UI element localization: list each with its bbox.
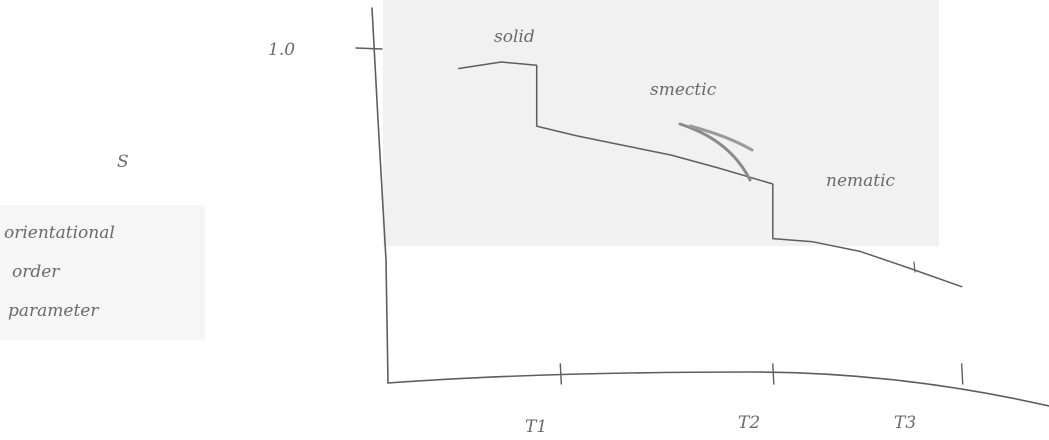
- label-shade: [0, 205, 205, 340]
- phase-label-smectic: smectic: [650, 80, 717, 100]
- phase-label-nematic: nematic: [826, 171, 896, 191]
- y-tick-label: 1.0: [268, 40, 295, 60]
- y-axis-symbol: S: [117, 152, 129, 172]
- x-tick-mark-1: [559, 363, 562, 385]
- x-tick-label-t2: T2: [738, 413, 760, 433]
- curve-end-mark: [913, 261, 916, 273]
- x-tick-label-t1: T1: [525, 417, 547, 437]
- order-parameter-series: [458, 61, 963, 288]
- series-line-0: [458, 61, 963, 288]
- x-axis: [387, 371, 1049, 407]
- y-axis-label-line-1: orientational: [4, 223, 115, 243]
- scan-shade: [383, 0, 939, 246]
- x-tick-mark-2: [772, 363, 775, 385]
- y-axis: [371, 7, 389, 384]
- x-tick-mark-3: [961, 363, 964, 385]
- y-tick-1: [355, 47, 383, 50]
- alternate-transition-curve-2: [688, 124, 754, 152]
- y-axis-label-line-3: parameter: [8, 301, 99, 321]
- x-ticks: [559, 363, 964, 385]
- x-tick-label-t3: T3: [894, 413, 916, 433]
- phase-label-solid: solid: [494, 27, 535, 47]
- y-axis-label-line-2: order: [12, 262, 60, 282]
